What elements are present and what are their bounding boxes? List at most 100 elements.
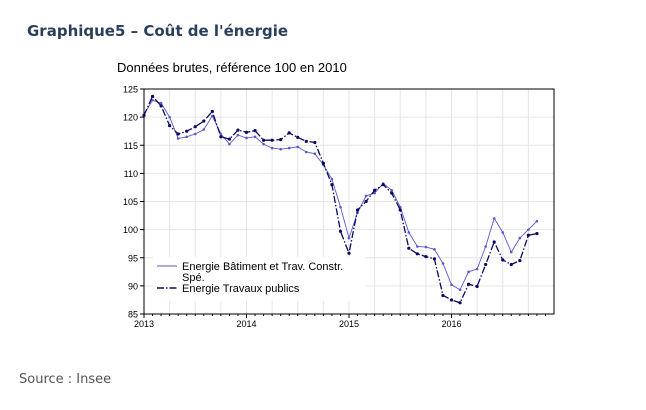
series-1-point (168, 115, 171, 119)
series-1-point (535, 219, 539, 223)
series-1-point (228, 142, 231, 146)
series-1-point (313, 152, 317, 155)
series-2-point (244, 130, 249, 134)
series-1-point (151, 98, 154, 102)
series-2-point (338, 229, 343, 233)
series-1-point (304, 150, 308, 154)
chart-panel: Données brutes, référence 100 en 2010 85… (107, 52, 559, 344)
series-2-point (236, 128, 240, 132)
series-2-point (432, 257, 437, 261)
series-1-point (347, 236, 351, 240)
series-2-point (279, 138, 283, 142)
series-2-point (355, 208, 360, 212)
series-1-point (185, 135, 189, 139)
series-2-point (458, 301, 462, 305)
series-2-point (168, 123, 172, 128)
legend-label-line: Spé. (182, 272, 205, 284)
series-2-point (466, 282, 471, 286)
series-2-point (373, 188, 377, 192)
series-layer (142, 94, 539, 305)
series-2-point (150, 94, 155, 98)
series-2-point (484, 262, 488, 267)
series-2-point (193, 125, 197, 129)
y-tick-label: 110 (124, 169, 138, 179)
series-1-point (416, 245, 419, 248)
series-1-point (236, 133, 240, 137)
series-1-point (433, 248, 436, 251)
series-1-point (176, 137, 180, 140)
source-note: Source : Insee (19, 372, 112, 387)
y-tick-label: 85 (128, 310, 138, 320)
series-1-point (279, 147, 282, 151)
y-tick-label: 95 (128, 253, 138, 263)
series-1-point (475, 267, 479, 271)
series-1-point (262, 142, 265, 146)
series-1-point (364, 194, 368, 198)
series-2-point (509, 262, 513, 267)
series-2-point (330, 183, 334, 187)
series-line-2 (143, 95, 538, 304)
legend-label-series-2: Energie Travaux publics (182, 283, 300, 295)
series-2-point (492, 240, 496, 244)
chart-legend: Energie Bâtiment et Trav. Constr. Spé. En… (153, 257, 365, 301)
chart-title: Données brutes, référence 100 en 2010 (117, 60, 347, 75)
series-1-point (193, 132, 197, 136)
series-1-point (518, 236, 522, 240)
series-2-point (424, 255, 428, 259)
line-chart: Données brutes, référence 100 en 2010 85… (117, 60, 555, 329)
series-2-point (210, 109, 214, 114)
page-title: Graphique5 – Coût de l'énergie (27, 22, 289, 40)
y-tick-label: 125 (123, 85, 138, 95)
series-1-point (484, 245, 487, 248)
series-2-point (398, 208, 402, 212)
series-1-point (245, 136, 248, 140)
series-1-point (253, 135, 257, 139)
legend-label-line: Energie Bâtiment et Trav. Constr. (182, 261, 343, 273)
series-2-point (390, 191, 394, 195)
series-2-point (313, 140, 317, 145)
series-2-point (176, 132, 180, 136)
series-2-point (535, 231, 539, 236)
series-2-point (219, 135, 223, 139)
series-2-point (518, 258, 522, 263)
series-1-point (219, 132, 223, 136)
x-axis-ticks: 2013 2014 2015 2016 (134, 314, 546, 329)
series-2-point (526, 233, 530, 237)
x-tick-label: 2015 (339, 319, 359, 329)
series-2-point (227, 137, 232, 141)
series-2-point (253, 129, 257, 133)
series-1-point (424, 245, 428, 249)
series-1-point (270, 146, 274, 150)
series-1-point (159, 101, 163, 105)
x-tick-label: 2014 (236, 319, 256, 329)
series-2-point (296, 135, 300, 139)
series-2-point (261, 138, 266, 142)
series-1-point (407, 231, 411, 234)
series-2-point (202, 119, 206, 123)
series-1-point (339, 205, 342, 209)
series-1-point (509, 250, 513, 254)
series-2-point (441, 293, 445, 298)
series-1-point (467, 270, 470, 274)
x-tick-label: 2016 (441, 319, 461, 329)
series-2-point (475, 284, 479, 289)
series-1-point (527, 228, 530, 231)
series-2-point (407, 246, 411, 250)
series-1-point (202, 128, 206, 131)
y-tick-label: 115 (124, 141, 138, 151)
series-2-point (287, 131, 291, 135)
series-1-point (492, 217, 496, 220)
series-2-point (415, 252, 419, 256)
series-1-point (441, 262, 445, 265)
series-2-point (270, 138, 274, 142)
y-axis-ticks: 85 90 95 100 105 110 115 120 125 (123, 85, 144, 320)
x-tick-label: 2013 (134, 319, 154, 329)
series-1-point (450, 283, 453, 287)
y-tick-label: 120 (123, 113, 138, 123)
series-2-point (364, 199, 368, 204)
series-2-point (304, 139, 308, 143)
series-1-point (458, 288, 462, 292)
series-2-point (381, 183, 385, 187)
y-tick-label: 100 (123, 225, 138, 235)
series-2-point (159, 104, 163, 108)
